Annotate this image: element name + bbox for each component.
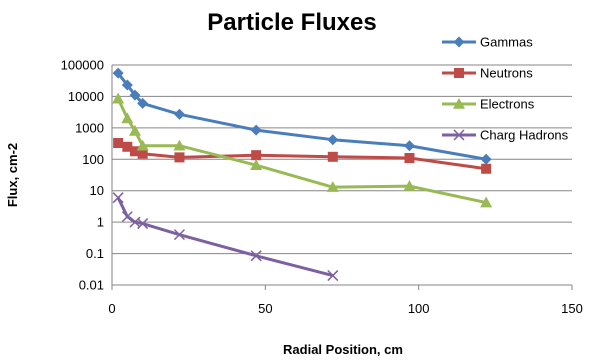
data-point-charg-hadrons (137, 218, 149, 230)
data-point-neutrons (113, 137, 124, 148)
data-point-gammas (112, 67, 124, 79)
y-tick-label: 0.01 (79, 278, 104, 293)
x-axis-label: Radial Position, cm (283, 342, 403, 357)
data-point-neutrons (251, 150, 262, 161)
legend-label: Charg Hadrons (480, 128, 569, 143)
x-tick-label: 100 (408, 301, 430, 316)
y-tick-label: 0.1 (86, 246, 104, 261)
data-point-neutrons (327, 151, 338, 162)
legend-marker (453, 98, 465, 109)
series-group (112, 67, 493, 282)
y-tick-label: 1 (97, 215, 104, 230)
data-point-gammas (250, 124, 262, 136)
axes (111, 65, 573, 290)
marker-x-stroke (137, 218, 149, 230)
data-point-charg-hadrons (121, 211, 133, 223)
x-tick-label: 50 (258, 301, 272, 316)
legend-item-electrons: Electrons (442, 97, 535, 112)
x-tick-label: 0 (108, 301, 115, 316)
legend: Gammas Neutrons Electrons Charg Hadrons (442, 35, 569, 143)
series-gammas (112, 67, 492, 165)
data-point-electrons (326, 181, 339, 192)
legend-label: Electrons (480, 97, 535, 112)
legend-label: Gammas (480, 35, 533, 50)
y-tick-label: 10 (90, 183, 104, 198)
legend-marker (453, 36, 465, 48)
data-point-electrons (121, 112, 134, 124)
data-point-neutrons (404, 152, 415, 163)
data-point-charg-hadrons (112, 192, 124, 204)
x-tick-label: 150 (561, 301, 583, 316)
data-point-electrons (480, 196, 493, 208)
data-point-charg-hadrons (250, 250, 262, 262)
data-point-electrons (250, 159, 263, 170)
series-line-charg-hadrons (116, 197, 334, 277)
marker-x-stroke (112, 192, 124, 204)
data-point-neutrons (481, 163, 492, 174)
series-neutrons (113, 137, 492, 174)
legend-marker (454, 68, 464, 78)
x-tick-labels: 0 50 100 150 (108, 301, 582, 316)
data-point-neutrons (130, 146, 140, 157)
data-point-electrons (173, 139, 186, 151)
data-point-charg-hadrons (173, 229, 185, 241)
data-point-electrons (112, 92, 125, 104)
y-tick-label: 100000 (61, 58, 104, 73)
chart-title: Particle Fluxes (207, 9, 376, 36)
data-point-neutrons (174, 152, 185, 163)
series-charg-hadrons (112, 192, 339, 282)
marker-x-stroke (173, 229, 185, 241)
data-point-gammas (327, 134, 339, 146)
data-point-neutrons (122, 141, 133, 152)
data-point-gammas (480, 153, 492, 165)
marker-x-stroke (121, 211, 133, 223)
data-point-neutrons (137, 148, 148, 159)
y-tick-label: 1000 (75, 120, 104, 135)
data-point-gammas (173, 108, 185, 120)
legend-item-charg-hadrons: Charg Hadrons (442, 128, 569, 143)
legend-item-neutrons: Neutrons (442, 66, 533, 81)
grid-lines (112, 64, 572, 286)
y-tick-labels: 0.01 0.1 1 10 100 1000 10000 100000 (61, 58, 104, 293)
marker-x-stroke (327, 270, 339, 282)
series-electrons (112, 92, 493, 208)
data-point-electrons (136, 139, 149, 151)
data-point-electrons (129, 124, 141, 136)
marker-x-stroke (250, 250, 262, 262)
legend-item-gammas: Gammas (442, 35, 533, 50)
y-axis-label: Flux, cm-2 (5, 143, 20, 207)
data-point-charg-hadrons (327, 270, 339, 282)
data-point-gammas (129, 89, 141, 101)
data-point-gammas (403, 140, 415, 152)
legend-marker (453, 129, 465, 141)
marker-x-stroke (453, 129, 465, 141)
y-tick-label: 100 (82, 152, 104, 167)
data-point-electrons (403, 180, 416, 191)
data-point-gammas (137, 97, 149, 109)
legend-label: Neutrons (480, 66, 533, 81)
y-tick-label: 10000 (68, 89, 104, 104)
data-point-gammas (121, 79, 133, 91)
